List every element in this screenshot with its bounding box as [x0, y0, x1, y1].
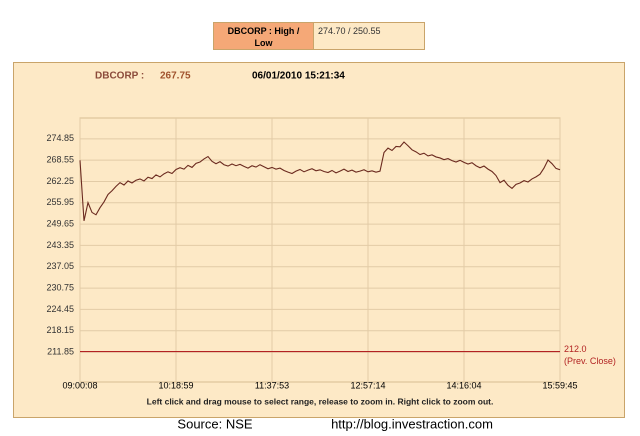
reference-name: (Prev. Close)	[564, 356, 616, 366]
plot-area	[79, 117, 561, 383]
high-low-label: DBCORP : High / Low	[213, 22, 314, 50]
y-tick-label: 255.95	[46, 197, 74, 207]
reference-label: 212.0	[564, 344, 587, 354]
y-tick-label: 249.65	[46, 218, 74, 228]
x-tick-label: 12:57:14	[350, 380, 385, 390]
y-tick-label: 268.55	[46, 155, 74, 165]
last-price: 267.75	[160, 71, 191, 82]
y-tick-label: 274.85	[46, 133, 74, 143]
y-tick-label: 237.05	[46, 261, 74, 271]
y-tick-label: 230.75	[46, 282, 74, 292]
x-tick-label: 10:18:59	[158, 380, 193, 390]
timestamp: 06/01/2010 15:21:34	[252, 71, 345, 82]
x-tick-label: 11:37:53	[255, 380, 289, 390]
symbol: DBCORP :	[95, 71, 144, 82]
y-tick-label: 262.25	[46, 176, 74, 186]
x-tick-label: 15:59:45	[542, 380, 577, 390]
caption: Left click and drag mouse to select rang…	[147, 396, 494, 406]
url: http://blog.investraction.com	[331, 416, 493, 431]
chart-panel	[13, 62, 625, 418]
price-line	[79, 141, 561, 222]
x-tick-label: 14:16:04	[446, 380, 481, 390]
y-tick-label: 224.45	[46, 304, 74, 314]
source: Source: NSE	[177, 416, 252, 431]
y-tick-label: 211.85	[47, 346, 74, 356]
high-low-value: 274.70 / 250.55	[313, 22, 425, 50]
x-tick-label: 09:00:08	[62, 380, 97, 390]
y-tick-label: 218.15	[46, 325, 74, 335]
y-tick-label: 243.35	[46, 240, 74, 250]
